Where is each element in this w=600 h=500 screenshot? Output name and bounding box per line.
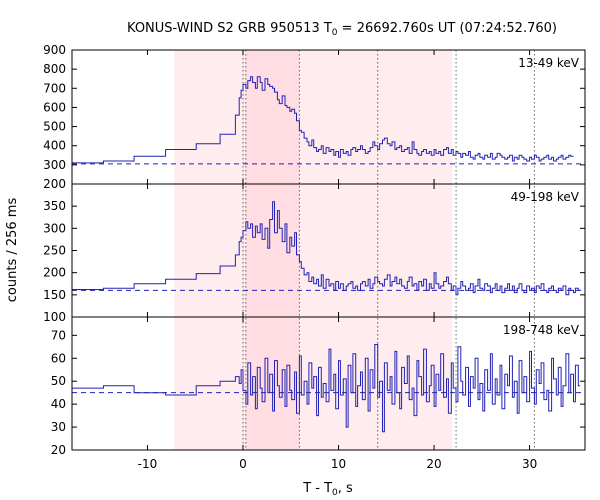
x-tick-label-4: 30 (522, 457, 537, 471)
y-tick-label-0-6: 800 (43, 62, 66, 76)
x-tick-label-1: 0 (239, 457, 247, 471)
y-tick-label-0-5: 700 (43, 81, 66, 95)
y-tick-label-1-2: 200 (43, 266, 66, 280)
y-tick-label-1-1: 150 (43, 288, 66, 302)
panel-frame-2 (71, 316, 586, 451)
y-tick-label-1-3: 250 (43, 244, 66, 258)
y-tick-label-0-0: 200 (43, 177, 66, 191)
x-tick-label-2: 10 (331, 457, 346, 471)
chart-title: KONUS-WIND S2 GRB 950513 T0 = 26692.760s… (127, 21, 557, 38)
y-tick-label-1-0: 100 (43, 310, 66, 324)
y-tick-label-2-5: 70 (51, 328, 66, 342)
y-tick-label-2-1: 30 (51, 420, 66, 434)
y-tick-label-2-4: 60 (51, 351, 66, 365)
y-tick-label-2-2: 40 (51, 397, 66, 411)
x-tick-label-3: 20 (426, 457, 441, 471)
y-tick-label-0-4: 600 (43, 100, 66, 114)
y-tick-label-0-3: 500 (43, 120, 66, 134)
y-tick-label-1-4: 300 (43, 221, 66, 235)
energy-band-label-2: 198-748 keV (503, 323, 580, 337)
y-tick-label-0-7: 900 (43, 43, 66, 57)
energy-band-label-0: 13-49 keV (518, 56, 580, 70)
y-axis-label: counts / 256 ms (5, 198, 20, 303)
shaded-region-0 (174, 50, 453, 450)
y-tick-label-1-5: 350 (43, 199, 66, 213)
y-tick-label-0-1: 300 (43, 158, 66, 172)
x-axis-label: T - T0, s (302, 481, 353, 498)
light-curve-2 (72, 344, 581, 433)
y-tick-label-2-3: 50 (51, 374, 66, 388)
energy-band-label-1: 49-198 keV (511, 190, 580, 204)
y-tick-label-0-2: 400 (43, 139, 66, 153)
light-curve-1 (72, 201, 581, 296)
light-curve-0 (72, 76, 574, 164)
x-tick-label-0: -10 (138, 457, 158, 471)
y-tick-label-2-0: 20 (51, 443, 66, 457)
